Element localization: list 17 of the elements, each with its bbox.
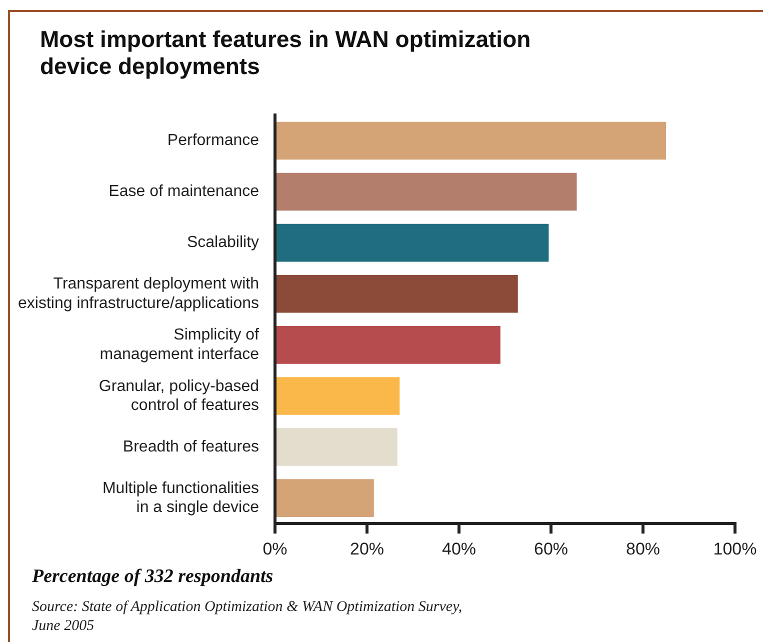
x-tick-label: 100% (713, 539, 757, 558)
y-tick-label: Performance (167, 132, 260, 150)
source-note: Source: State of Application Optimization & WAN Optimization Survey, June 2005 (32, 598, 462, 636)
chart-title: Most important features in WAN optimization device deployments (40, 26, 531, 80)
y-tick-label: Scalability (186, 234, 260, 252)
x-axis-title: Percentage of 332 respondants (32, 566, 274, 588)
x-tick-label: 60% (534, 539, 568, 558)
y-tick-label: Simplicity of management interface (100, 326, 260, 363)
y-tick-label: Granular, policy-based control of features (98, 378, 260, 414)
x-tick-label: 80% (626, 539, 660, 558)
x-tick-label: 20% (350, 539, 384, 558)
x-tick-label: 0% (262, 539, 288, 558)
y-tick-label: Transparent deployment with existing infrastructure/applications (18, 276, 260, 312)
y-tick-label: Multiple functionalities in a single device (102, 480, 260, 516)
y-tick-label: Ease of maintenance (108, 183, 260, 200)
x-tick-label: 40% (442, 539, 476, 558)
y-tick-label: Breadth of features (122, 438, 260, 456)
